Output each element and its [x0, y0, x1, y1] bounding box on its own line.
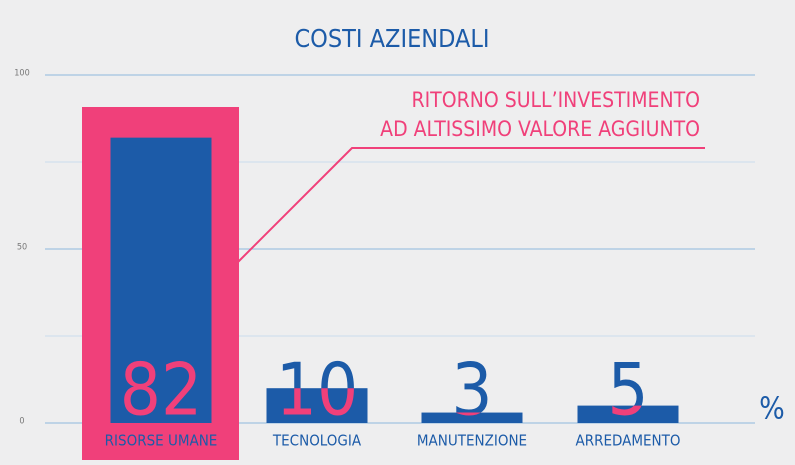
value-label-overlay: 10 [276, 348, 358, 432]
x-tick-label: MANUTENZIONE [417, 432, 527, 450]
value-label: 3 [451, 348, 492, 432]
value-label: 82 [120, 348, 202, 432]
value-label-overlay: 82 [120, 348, 202, 432]
annotation-text: AD ALTISSIMO VALORE AGGIUNTO [380, 117, 700, 141]
y-tick-label: 0 [19, 417, 24, 427]
bar [577, 405, 679, 423]
x-tick-label: TECNOLOGIA [272, 432, 362, 450]
bar [421, 412, 523, 423]
annotation-text: RITORNO SULL’INVESTIMENTO [411, 88, 700, 112]
bar [266, 388, 368, 423]
x-tick-label: RISORSE UMANE [105, 432, 218, 450]
x-tick-label: ARREDAMENTO [576, 432, 681, 450]
value-label: 5 [607, 348, 648, 432]
value-label-overlay: 3 [451, 348, 492, 432]
annotation-line [237, 147, 705, 263]
value-label-overlay: 5 [607, 348, 648, 432]
unit-label: % [759, 392, 785, 427]
value-label: 10 [276, 348, 358, 432]
y-tick-label: 100 [14, 69, 29, 79]
y-tick-label: 50 [17, 243, 27, 253]
bar [110, 137, 212, 423]
chart-title: COSTI AZIENDALI [294, 24, 489, 53]
